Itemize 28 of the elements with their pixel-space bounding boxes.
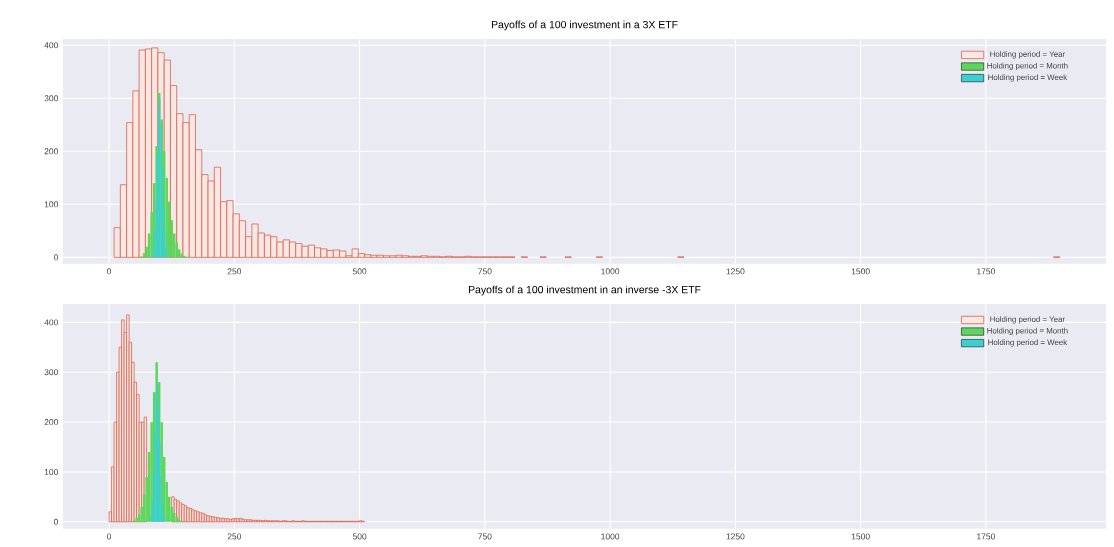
x-tick-label: 0 [107, 268, 112, 275]
y-tick-label: 400 [44, 319, 59, 326]
x-tick-label: 1500 [851, 533, 870, 540]
y-tick-label: 200 [44, 148, 59, 155]
y-tick-label: 100 [44, 201, 59, 208]
x-tick-label: 250 [227, 533, 242, 540]
y-tick-label: 400 [44, 42, 59, 49]
x-tick-label: 1250 [726, 268, 745, 275]
chart-title: Payoffs of a 100 investment in a 3X ETF [491, 20, 678, 31]
y-tick-label: 300 [44, 95, 59, 102]
y-tick-label: 0 [53, 254, 59, 261]
x-tick-label: 0 [107, 533, 112, 540]
y-tick-label: 100 [44, 468, 59, 475]
y-tick-label: 300 [44, 369, 59, 376]
x-tick-label: 250 [227, 268, 242, 275]
x-tick-label: 1000 [601, 533, 620, 540]
y-tick-label: 0 [53, 518, 59, 525]
x-tick-label: 750 [478, 533, 492, 540]
x-tick-label: 500 [352, 533, 367, 540]
x-tick-label: 1500 [851, 268, 870, 275]
x-tick-label: 1250 [726, 533, 745, 540]
x-tick-label: 1750 [977, 533, 996, 540]
y-tick-label: 200 [44, 419, 59, 426]
x-tick-label: 1000 [601, 268, 620, 275]
x-tick-label: 500 [352, 268, 367, 275]
chart-title: Payoffs of a 100 investment in an inverse -3X ETF [468, 285, 701, 296]
x-tick-label: 1750 [977, 268, 996, 275]
x-tick-label: 750 [478, 268, 492, 275]
